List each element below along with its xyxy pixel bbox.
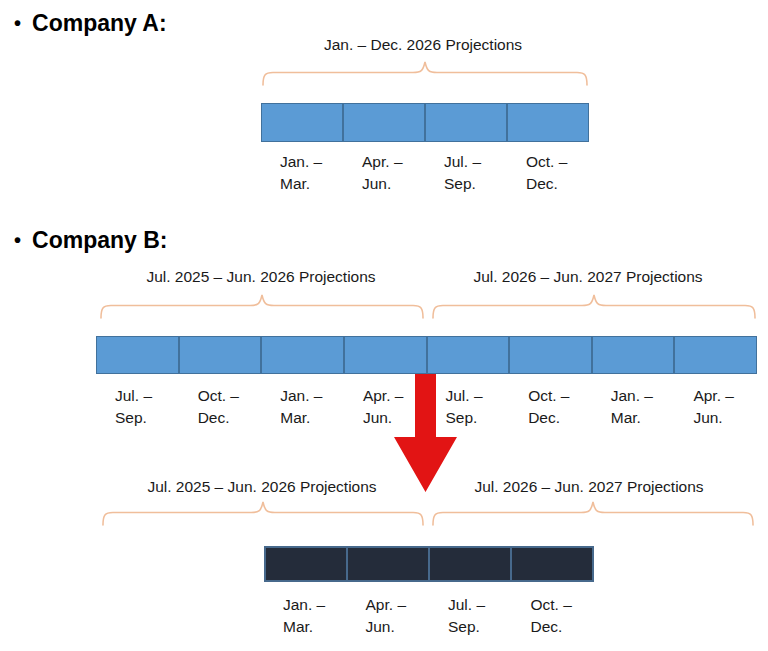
bar-segment <box>428 548 510 580</box>
company-a-heading: • Company A: <box>14 10 167 37</box>
bar-segment <box>178 337 261 373</box>
bar-segment <box>426 337 509 373</box>
quarter-label: Apr. – Jun. <box>674 385 757 429</box>
quarter-label: Jul. – Sep. <box>96 385 179 429</box>
company-b-after-quarter-labels: Jan. – Mar. Apr. – Jun. Jul. – Sep. Oct.… <box>264 594 594 638</box>
company-a-heading-label: Company A: <box>32 10 167 37</box>
company-b-after-left-label: Jul. 2025 – Jun. 2026 Projections <box>147 478 376 496</box>
quarter-label: Apr. – Jun. <box>343 151 425 195</box>
brace-company-a <box>261 60 589 86</box>
quarter-label: Jan. – Mar. <box>261 151 343 195</box>
company-b-after-right-label: Jul. 2026 – Jun. 2027 Projections <box>474 478 703 496</box>
company-a-brace-label: Jan. – Dec. 2026 Projections <box>324 36 522 54</box>
company-b-heading: • Company B: <box>14 227 167 254</box>
company-b-before-left-label: Jul. 2025 – Jun. 2026 Projections <box>146 268 375 286</box>
bar-segment <box>591 337 674 373</box>
curly-brace-icon <box>431 500 755 526</box>
bar-segment <box>343 337 426 373</box>
brace-company-b-after-left <box>101 500 425 526</box>
bar-segment <box>262 104 342 141</box>
bar-segment <box>97 337 178 373</box>
company-b-before-timeline-bar <box>96 336 757 374</box>
quarter-label: Jul. – Sep. <box>425 151 507 195</box>
bar-segment <box>424 104 506 141</box>
bar-segment <box>506 104 588 141</box>
slide-canvas: • Company A: Jan. – Dec. 2026 Projection… <box>0 0 768 651</box>
bar-segment <box>260 337 343 373</box>
company-b-after-timeline-bar <box>264 546 594 582</box>
bar-segment <box>342 104 424 141</box>
quarter-label: Jul. – Sep. <box>429 594 512 638</box>
company-b-before-right-label: Jul. 2026 – Jun. 2027 Projections <box>473 268 702 286</box>
quarter-label: Jan. – Mar. <box>592 385 675 429</box>
company-a-timeline-bar <box>261 103 589 142</box>
curly-brace-icon <box>431 293 757 319</box>
bar-segment <box>346 548 428 580</box>
bar-segment <box>510 548 592 580</box>
brace-company-b-before-right <box>431 293 757 319</box>
quarter-label: Oct. – Dec. <box>507 151 589 195</box>
company-a-quarter-labels: Jan. – Mar. Apr. – Jun. Jul. – Sep. Oct.… <box>261 151 589 195</box>
quarter-label: Oct. – Dec. <box>179 385 262 429</box>
brace-company-b-after-right <box>431 500 755 526</box>
quarter-label: Jan. – Mar. <box>264 594 347 638</box>
bullet-icon: • <box>14 12 21 35</box>
brace-company-b-before-left <box>99 293 425 319</box>
bar-segment <box>266 548 346 580</box>
curly-brace-icon <box>261 60 589 86</box>
quarter-label: Oct. – Dec. <box>512 594 595 638</box>
quarter-label: Jan. – Mar. <box>261 385 344 429</box>
bullet-icon: • <box>14 229 21 252</box>
curly-brace-icon <box>99 293 425 319</box>
bar-segment <box>673 337 756 373</box>
curly-brace-icon <box>101 500 425 526</box>
quarter-label: Apr. – Jun. <box>347 594 430 638</box>
company-b-heading-label: Company B: <box>32 227 167 254</box>
bar-segment <box>508 337 591 373</box>
down-arrow-icon <box>394 374 457 493</box>
quarter-label: Oct. – Dec. <box>509 385 592 429</box>
